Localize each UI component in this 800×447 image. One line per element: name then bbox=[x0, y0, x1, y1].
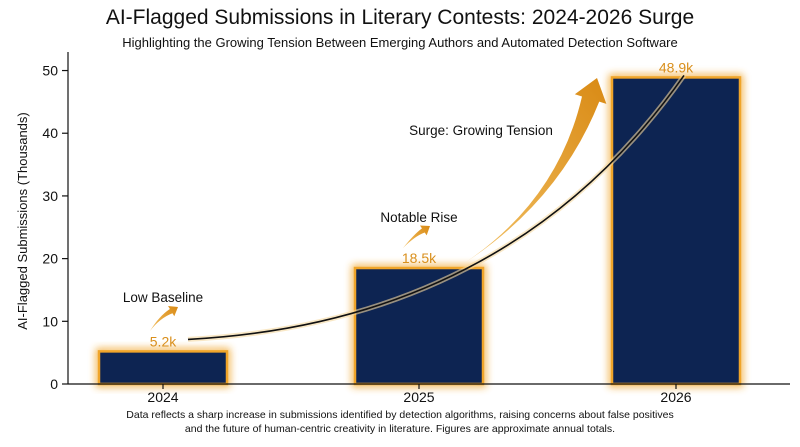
data-label-2024: 5.2k bbox=[150, 333, 177, 349]
footnote-line: Data reflects a sharp increase in submis… bbox=[126, 409, 674, 421]
arrow-low-baseline bbox=[150, 306, 178, 331]
arrow-layer bbox=[150, 73, 687, 342]
arrow-notable-rise bbox=[403, 225, 430, 248]
x-tick-label: 2025 bbox=[403, 389, 434, 405]
y-tick-label: 20 bbox=[42, 251, 58, 267]
bar-2026 bbox=[610, 76, 742, 386]
y-tick-label: 30 bbox=[42, 188, 58, 204]
arrow-surge bbox=[466, 78, 607, 262]
footnote-line: and the future of human-centric creativi… bbox=[184, 423, 616, 435]
y-tick-label: 10 bbox=[42, 313, 58, 329]
y-tick-label: 50 bbox=[42, 63, 58, 79]
chart-subtitle: Highlighting the Growing Tension Between… bbox=[122, 35, 678, 50]
bar-layer bbox=[97, 76, 742, 386]
chart-title: AI-Flagged Submissions in Literary Conte… bbox=[105, 6, 695, 29]
y-tick-label: 40 bbox=[42, 125, 58, 141]
trend-line bbox=[187, 74, 685, 341]
data-label-2025: 18.5k bbox=[402, 250, 437, 266]
axes-layer: 0 10 20 30 40 50 2024 2025 2026 AI-Flagged Submis… bbox=[15, 52, 790, 405]
bar-2025 bbox=[353, 266, 485, 386]
bar-2024 bbox=[97, 350, 229, 386]
y-tick-label: 0 bbox=[50, 376, 58, 392]
annotation-1: Low Baseline bbox=[123, 290, 203, 305]
x-tick-label: 2024 bbox=[147, 389, 178, 405]
y-axis-title: AI-Flagged Submissions (Thousands) bbox=[15, 112, 30, 330]
annotation-3: Surge: Growing Tension bbox=[409, 123, 553, 138]
label-layer: 5.2k 18.5k 48.9k Low Baseline Notable Rise Su… bbox=[123, 59, 694, 349]
data-label-2026: 48.9k bbox=[659, 59, 694, 75]
annotation-2: Notable Rise bbox=[380, 210, 457, 225]
footnote: Data reflects a sharp increase in submis… bbox=[0, 408, 800, 436]
x-tick-label: 2026 bbox=[660, 389, 691, 405]
